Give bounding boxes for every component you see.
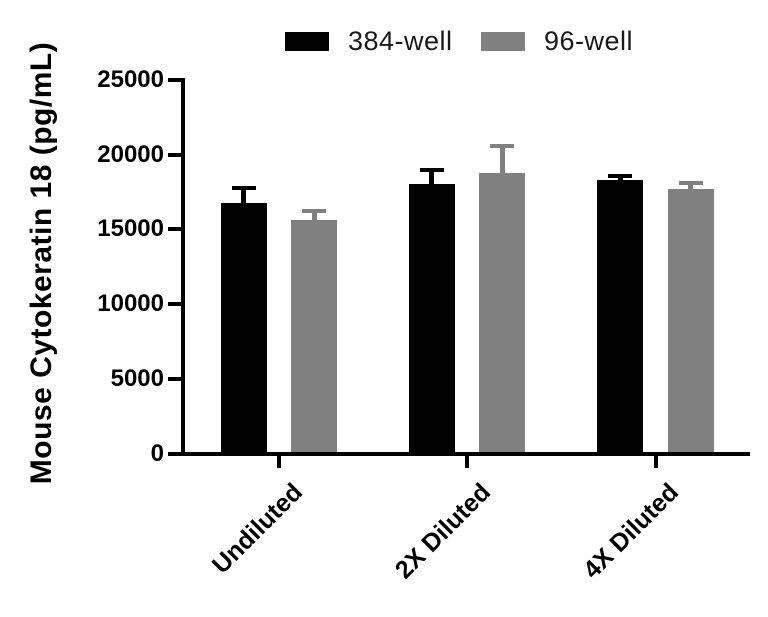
error-bar-cap-96-well-4X Diluted	[678, 181, 703, 186]
legend-item-96-well: 96-well	[481, 26, 634, 56]
x-tick	[653, 455, 658, 468]
bar-96-well-2X Diluted	[479, 172, 526, 456]
legend-label-96-well: 96-well	[544, 26, 634, 56]
bar-96-well-4X Diluted	[667, 189, 714, 456]
legend-swatch-96-well	[481, 31, 525, 51]
error-bar-stem-96-well-2X Diluted	[499, 145, 505, 173]
y-tick-label: 10000	[97, 290, 164, 318]
bar-384-well-4X Diluted	[597, 180, 644, 456]
bar-384-well-Undiluted	[220, 203, 267, 456]
bar-96-well-Undiluted	[291, 219, 338, 456]
y-tick-label: 5000	[110, 364, 164, 392]
error-bar-cap-96-well-2X Diluted	[490, 143, 515, 148]
y-tick-label: 25000	[97, 66, 164, 93]
error-bar-cap-96-well-Undiluted	[302, 209, 327, 214]
error-bar-cap-384-well-Undiluted	[231, 185, 256, 190]
y-tick	[168, 227, 181, 232]
x-tick	[277, 455, 281, 468]
legend-label-384-well: 384-well	[348, 26, 453, 56]
x-tick-label-Undiluted: Undiluted	[206, 478, 308, 580]
legend-swatch-384-well	[285, 31, 329, 51]
y-tick	[168, 152, 181, 157]
y-tick-label: 15000	[97, 215, 164, 243]
error-bar-stem-96-well-4X Diluted	[688, 183, 694, 190]
x-tick-label-2X Diluted: 2X Diluted	[389, 478, 496, 585]
x-tick	[465, 455, 469, 468]
y-tick	[168, 376, 181, 381]
error-bar-cap-384-well-4X Diluted	[608, 174, 633, 179]
error-bar-stem-96-well-Undiluted	[311, 211, 317, 220]
error-bar-stem-384-well-Undiluted	[241, 187, 247, 204]
y-tick	[168, 302, 181, 307]
legend-item-384-well: 384-well	[285, 26, 453, 56]
error-bar-cap-384-well-2X Diluted	[419, 167, 444, 172]
y-tick	[168, 451, 181, 456]
x-axis-line	[168, 451, 750, 456]
y-tick-label: 0	[150, 439, 164, 467]
error-bar-stem-384-well-2X Diluted	[429, 169, 435, 184]
y-tick-label: 20000	[97, 140, 164, 168]
y-tick	[168, 78, 181, 82]
bar-384-well-2X Diluted	[408, 183, 455, 456]
y-axis-line	[181, 78, 185, 456]
x-tick-label-4X Diluted: 4X Diluted	[578, 478, 685, 585]
